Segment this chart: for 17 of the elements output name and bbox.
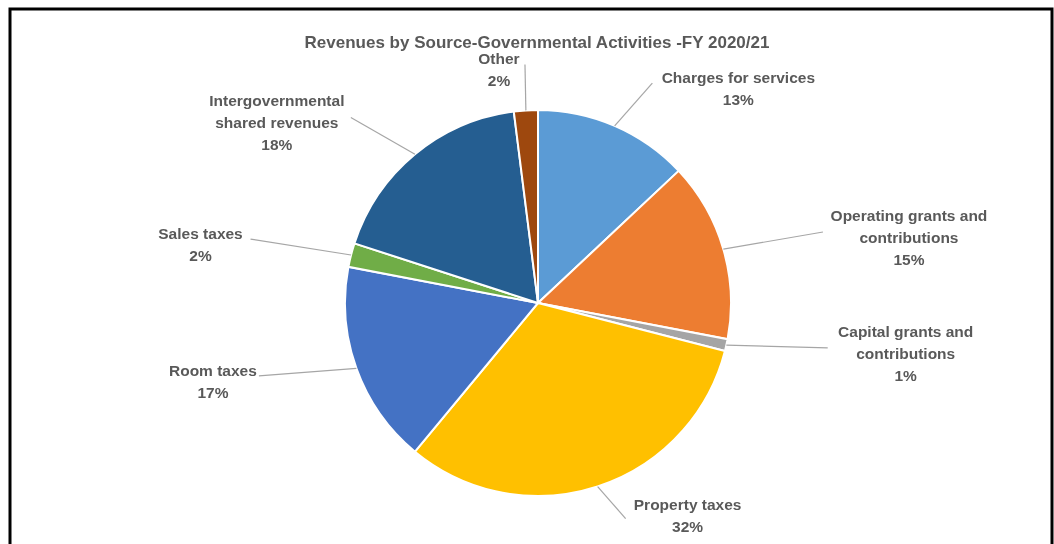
data-label: 15% xyxy=(893,251,925,268)
data-label: 17% xyxy=(197,383,229,401)
slice-label: Property taxes xyxy=(633,496,742,513)
slice-label: Intergovernmental shared revenues xyxy=(209,92,345,132)
slice-label: Sales taxes xyxy=(158,225,243,243)
data-label: 32% xyxy=(672,518,704,535)
data-label: 2% xyxy=(189,247,212,265)
data-label: 18% xyxy=(261,136,293,154)
data-label: 13% xyxy=(722,91,755,109)
slice-label: Charges for services xyxy=(661,69,816,87)
chart-title: Revenues by Source-Governmental Activities -FY 2020/21 xyxy=(304,33,770,52)
slice-label: Room taxes xyxy=(168,361,257,379)
data-label: 2% xyxy=(487,72,511,90)
data-label: 1% xyxy=(894,366,918,384)
slice-label: Other xyxy=(478,50,520,68)
slice-label: Operating grants and contributions xyxy=(830,207,988,246)
slice-label: Capital grants and contributions xyxy=(838,322,974,362)
